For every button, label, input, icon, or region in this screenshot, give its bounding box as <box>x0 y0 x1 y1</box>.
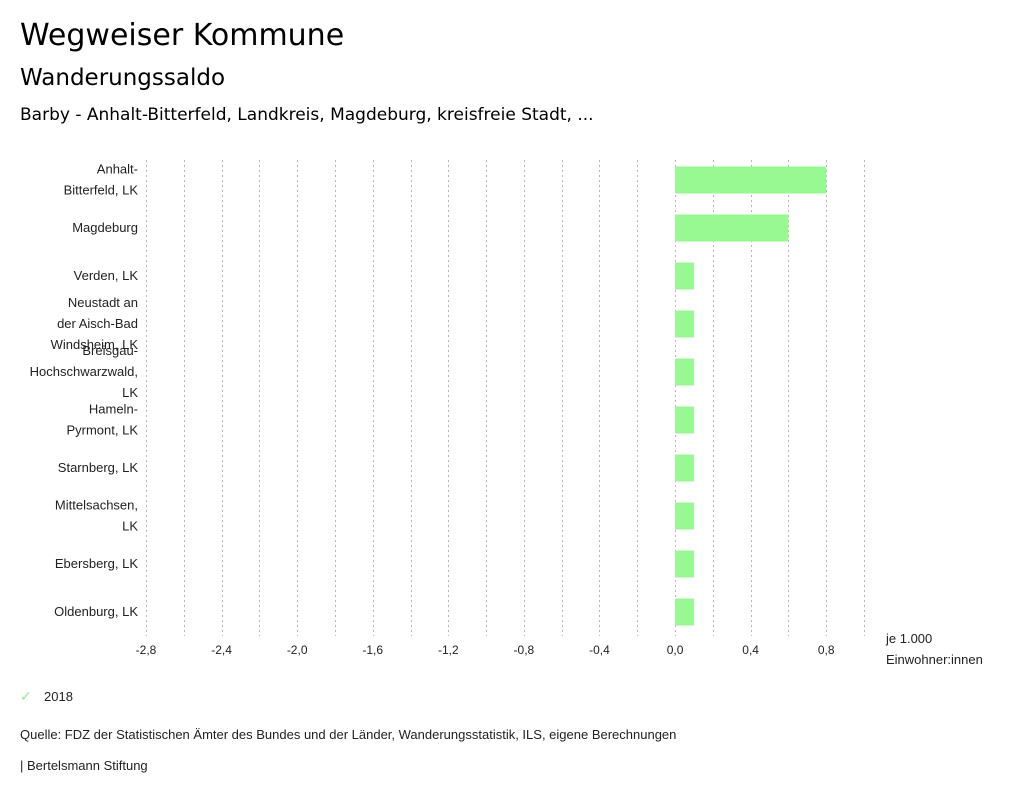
source-note: Quelle: FDZ der Statistischen Ämter des … <box>20 727 677 742</box>
category-label: Hochschwarzwald, <box>30 364 138 379</box>
legend[interactable]: ✓ 2018 <box>20 688 73 705</box>
unit-label-line-2: Einwohner:innen <box>886 652 983 667</box>
category-label: Magdeburg <box>72 220 138 235</box>
unit-label-line-1: je 1.000 <box>885 631 932 646</box>
category-label: Breisgau- <box>82 343 138 358</box>
category-label: Windsheim, LK <box>51 337 139 352</box>
category-label: Neustadt an <box>68 295 138 310</box>
bar[interactable] <box>675 598 694 626</box>
x-tick-label: 0,4 <box>742 643 759 657</box>
credit-note: | Bertelsmann Stiftung <box>20 758 148 773</box>
x-tick-label: -1,2 <box>438 643 459 657</box>
category-label: Anhalt- <box>97 162 138 177</box>
category-label: Verden, LK <box>74 268 139 283</box>
bar[interactable] <box>675 406 694 434</box>
bar[interactable] <box>675 262 694 290</box>
legend-label: 2018 <box>44 689 73 704</box>
x-axis-ticks: -2,8 -2,4 -2,0 -1,6 -1,2 -0,8 -0,4 0,0 0,4 0,8 <box>136 643 835 657</box>
x-tick-label: -1,6 <box>362 643 383 657</box>
category-label: Mittelsachsen, <box>55 498 138 513</box>
check-icon: ✓ <box>20 688 32 704</box>
category-label: Hameln- <box>89 402 138 417</box>
bar[interactable] <box>675 214 789 242</box>
category-label: LK <box>122 519 138 534</box>
x-tick-label: -2,4 <box>211 643 232 657</box>
x-tick-label: -0,4 <box>589 643 610 657</box>
bar[interactable] <box>675 166 827 194</box>
category-label: der Aisch-Bad <box>57 316 138 331</box>
category-label: Bitterfeld, LK <box>64 183 139 198</box>
category-label: Starnberg, LK <box>58 460 139 475</box>
bar[interactable] <box>675 310 694 338</box>
category-label: Oldenburg, LK <box>54 604 138 619</box>
x-tick-label: 0,0 <box>667 643 684 657</box>
bar[interactable] <box>675 358 694 386</box>
category-label: Ebersberg, LK <box>55 556 138 571</box>
x-tick-label: -2,8 <box>136 643 157 657</box>
category-label: Pyrmont, LK <box>66 423 138 438</box>
region-selection: Barby - Anhalt-Bitterfeld, Landkreis, Ma… <box>20 105 594 125</box>
bars <box>675 166 827 626</box>
bar[interactable] <box>675 550 694 578</box>
x-tick-label: 0,8 <box>818 643 835 657</box>
category-labels: Anhalt- Bitterfeld, LK Magdeburg Verden, LK… <box>30 162 139 620</box>
bar-chart: Anhalt- Bitterfeld, LK Magdeburg Verden, LK… <box>30 160 983 667</box>
x-tick-label: -2,0 <box>287 643 308 657</box>
chart-subtitle: Wanderungssaldo <box>20 65 226 91</box>
category-label: LK <box>122 385 138 400</box>
bar[interactable] <box>675 502 694 530</box>
page-title: Wegweiser Kommune <box>20 18 345 53</box>
bar[interactable] <box>675 454 694 482</box>
x-tick-label: -0,8 <box>514 643 535 657</box>
